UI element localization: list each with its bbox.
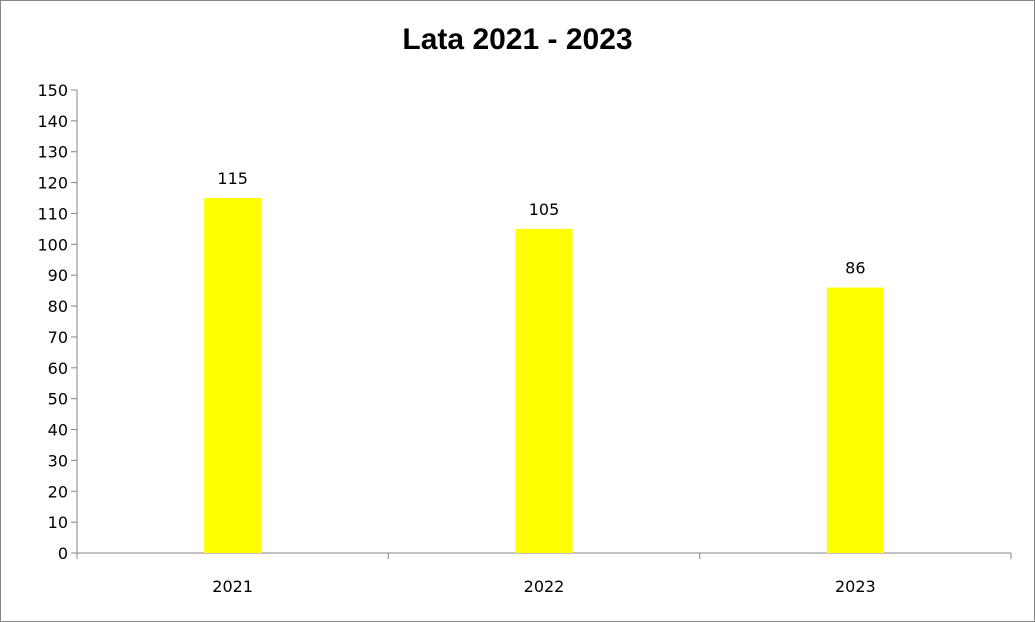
y-tick-label: 20 xyxy=(48,482,68,501)
x-tick-label-2022: 2022 xyxy=(524,577,565,596)
data-label-2022: 105 xyxy=(529,200,560,219)
y-tick-label: 120 xyxy=(37,174,68,193)
x-tick-label-2021: 2021 xyxy=(212,577,253,596)
y-tick-label: 80 xyxy=(48,297,68,316)
y-tick-label: 0 xyxy=(58,544,68,563)
y-tick-label: 110 xyxy=(37,204,68,223)
y-tick-label: 30 xyxy=(48,451,68,470)
y-tick-label: 70 xyxy=(48,328,68,347)
y-tick-label: 50 xyxy=(48,390,68,409)
bar-2021 xyxy=(204,198,262,554)
y-tick-label: 90 xyxy=(48,266,68,285)
y-tick-label: 140 xyxy=(37,112,68,131)
y-tick-label: 10 xyxy=(48,513,68,532)
data-label-2021: 115 xyxy=(217,169,248,188)
y-tick-label: 60 xyxy=(48,359,68,378)
bar-2022 xyxy=(515,228,573,553)
data-label-2023: 86 xyxy=(845,259,865,278)
x-tick-label-2023: 2023 xyxy=(835,577,876,596)
y-tick-label: 130 xyxy=(37,143,68,162)
chart-title: Lata 2021 - 2023 xyxy=(402,23,633,56)
y-tick-label: 100 xyxy=(37,235,68,254)
y-tick-label: 40 xyxy=(48,421,68,440)
y-tick-label: 150 xyxy=(37,81,68,100)
bar-2023 xyxy=(826,287,884,553)
